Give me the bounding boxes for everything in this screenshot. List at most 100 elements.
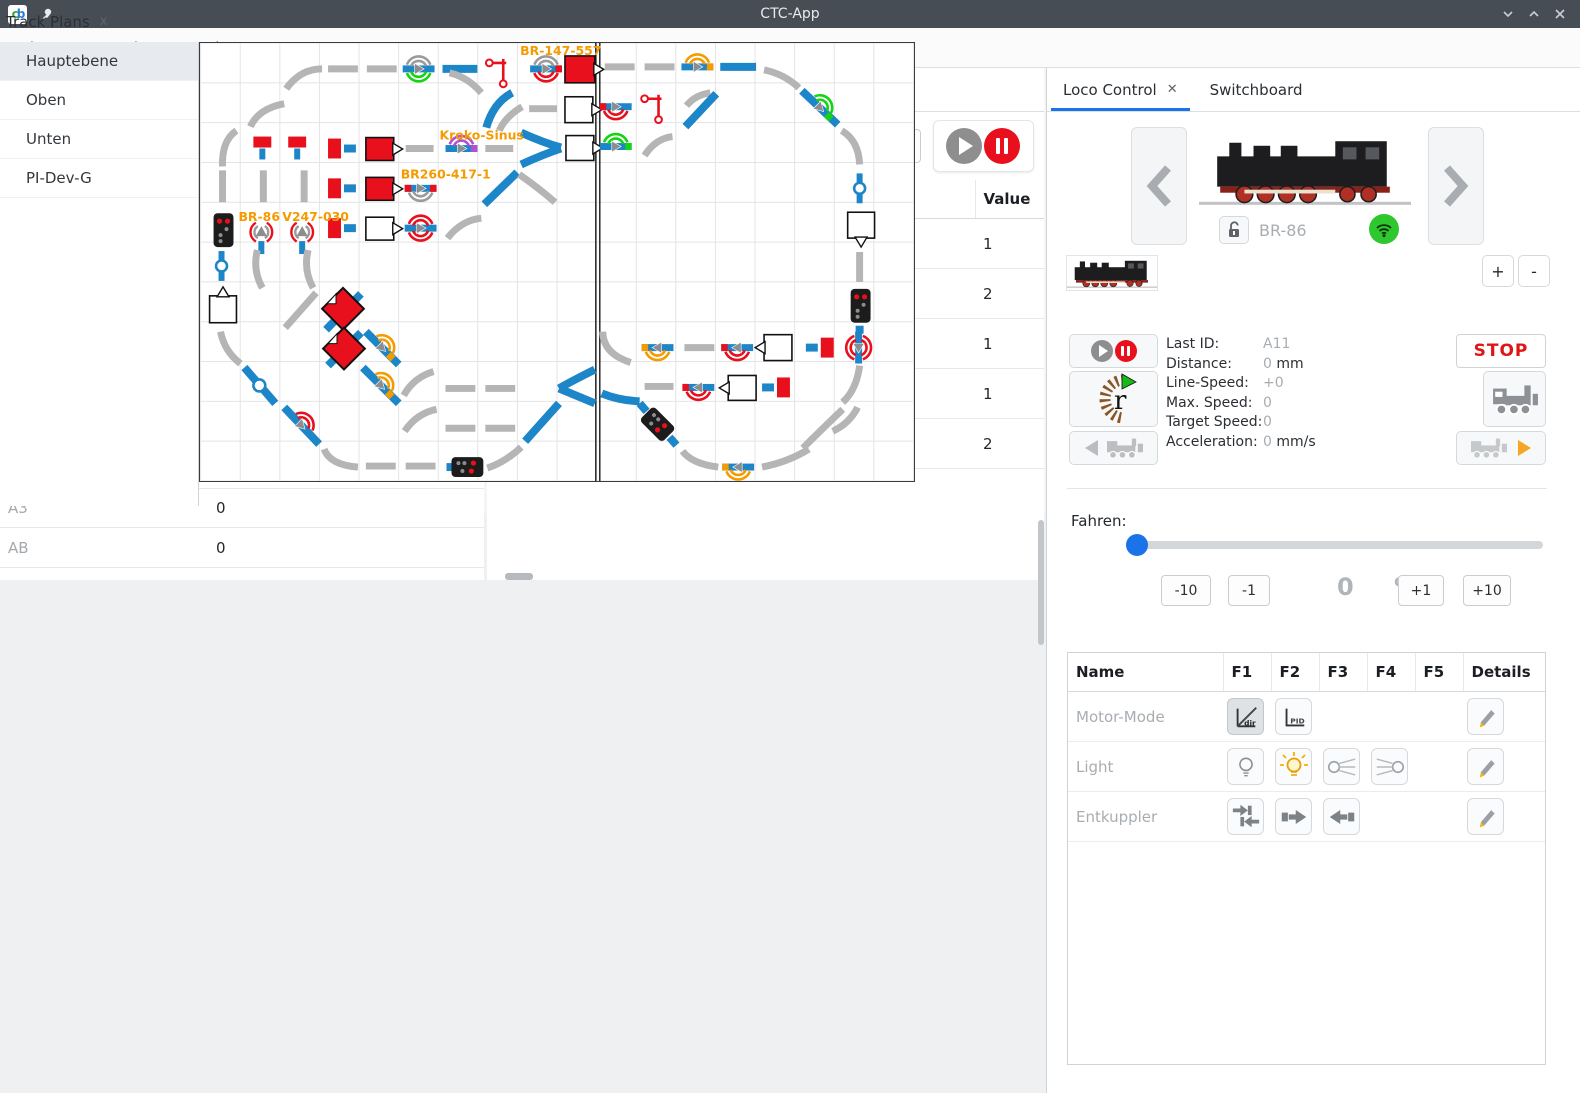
headlight-rear-button[interactable] bbox=[1371, 748, 1408, 785]
function-cell-f4 bbox=[1367, 691, 1415, 742]
headlight-front-button[interactable] bbox=[1323, 748, 1360, 785]
timetable-run-controls bbox=[932, 120, 1034, 172]
edit-pencil-button[interactable] bbox=[1467, 798, 1504, 835]
track-plan-list: Hauptebene Oben Unten PI-Dev-G bbox=[0, 42, 199, 506]
function-cell-f2 bbox=[1271, 741, 1319, 792]
tab-loco-control[interactable]: Loco Control ✕ bbox=[1047, 68, 1194, 111]
horizontal-splitter-handle[interactable] bbox=[505, 573, 533, 580]
speed-slider[interactable] bbox=[1126, 534, 1543, 556]
zoom-in-button[interactable]: + bbox=[1482, 255, 1514, 287]
center-scrollbar[interactable] bbox=[1038, 520, 1044, 645]
plan-item-unten[interactable]: Unten bbox=[0, 120, 198, 159]
function-row-light: Light bbox=[1068, 741, 1545, 792]
run-pause-button[interactable] bbox=[1069, 334, 1158, 368]
section-row-AB[interactable]: AB 0 bbox=[0, 527, 484, 568]
function-cell-f5 bbox=[1415, 691, 1463, 742]
pause-icon bbox=[1114, 340, 1137, 362]
steam-black-loco-image bbox=[1067, 260, 1157, 288]
stop-button[interactable]: STOP bbox=[1456, 334, 1546, 368]
zoom-out-button[interactable]: - bbox=[1518, 255, 1550, 287]
tab-track-plans[interactable]: Track Plans x bbox=[0, 13, 123, 31]
function-cell-f3 bbox=[1319, 741, 1367, 792]
plan-item-hauptebene[interactable]: Hauptebene bbox=[0, 42, 198, 81]
function-cell-f3 bbox=[1319, 691, 1367, 742]
tab-switchboard[interactable]: Switchboard bbox=[1194, 68, 1319, 111]
motor-pid-button[interactable]: PID bbox=[1275, 698, 1312, 735]
tab-track-plans-close-icon[interactable]: x bbox=[99, 14, 108, 29]
plan-item-oben[interactable]: Oben bbox=[0, 81, 198, 120]
function-row-entkuppler: Entkuppler bbox=[1068, 791, 1545, 842]
loco-icon bbox=[1471, 438, 1507, 459]
speed-step-button-minus1[interactable]: -1 bbox=[1228, 575, 1270, 606]
drive-backward-button[interactable] bbox=[1069, 431, 1158, 465]
slider-thumb[interactable] bbox=[1126, 534, 1148, 556]
status-label: Target Speed: bbox=[1166, 414, 1263, 431]
column-header-value[interactable]: Value bbox=[975, 180, 1044, 219]
loco-icon bbox=[1106, 438, 1143, 459]
uncouple-front-button[interactable] bbox=[1275, 798, 1312, 835]
function-table-header: Name F1 F2 F3 F4 F5 Details bbox=[1068, 653, 1545, 692]
status-label: Acceleration: bbox=[1166, 434, 1258, 450]
loco-thumbnail[interactable] bbox=[1066, 255, 1158, 291]
edit-pencil-button[interactable] bbox=[1467, 748, 1504, 785]
timetable-value: 1 bbox=[975, 368, 1044, 419]
minimize-icon[interactable] bbox=[1500, 6, 1516, 22]
function-row-motor-mode: Motor-Mode dir PID bbox=[1068, 691, 1545, 742]
function-name: Motor-Mode bbox=[1068, 691, 1223, 742]
loco-photo bbox=[1199, 128, 1411, 212]
lock-button[interactable] bbox=[1219, 216, 1249, 244]
section-image-cell bbox=[290, 488, 484, 528]
section-waggons: 0 bbox=[208, 527, 290, 568]
next-loco-button[interactable] bbox=[1428, 127, 1484, 245]
slider-track[interactable] bbox=[1126, 541, 1543, 549]
section-waggons: 0 bbox=[208, 567, 290, 580]
loco-settings-button[interactable] bbox=[1483, 371, 1546, 427]
section-waggons: 0 bbox=[208, 488, 290, 528]
speed-step-button-plus1[interactable]: +1 bbox=[1398, 575, 1444, 606]
function-cell-f4 bbox=[1367, 791, 1415, 842]
timetable-value: 1 bbox=[975, 318, 1044, 369]
function-table-container: Name F1 F2 F3 F4 F5 Details Motor-Mode dir PID Li… bbox=[1067, 652, 1546, 1065]
drive-mode-button[interactable]: r bbox=[1069, 371, 1158, 427]
uncouple-both-button[interactable] bbox=[1227, 797, 1264, 835]
maximize-icon[interactable] bbox=[1526, 6, 1542, 22]
plan-item-pi-dev-g[interactable]: PI-Dev-G bbox=[0, 159, 198, 198]
arrow-right-icon bbox=[1518, 440, 1531, 456]
light-on-button[interactable] bbox=[1275, 747, 1312, 785]
speed-step-button-minus10[interactable]: -10 bbox=[1161, 575, 1211, 606]
drive-forward-button[interactable] bbox=[1456, 431, 1546, 465]
speed-step-button-plus10[interactable]: +10 bbox=[1463, 575, 1511, 606]
function-column-details: Details bbox=[1463, 653, 1545, 692]
status-value: 0 bbox=[1263, 414, 1272, 431]
light-off-button[interactable] bbox=[1227, 748, 1264, 785]
function-cell-f1 bbox=[1223, 791, 1271, 842]
steam-black-loco-image bbox=[1199, 141, 1411, 205]
track-label: Kroko-Sinus bbox=[440, 128, 524, 143]
previous-loco-button[interactable] bbox=[1131, 127, 1187, 245]
svg-text:r: r bbox=[1114, 386, 1127, 416]
divider bbox=[1067, 488, 1547, 489]
tab-track-plans-label: Track Plans bbox=[6, 12, 90, 31]
uncouple-rear-button[interactable] bbox=[1323, 798, 1360, 835]
motor-dir-button[interactable]: dir bbox=[1227, 698, 1264, 735]
edit-pencil-button[interactable] bbox=[1467, 698, 1504, 735]
close-icon[interactable] bbox=[1552, 6, 1568, 22]
timetable-value: 1 bbox=[975, 218, 1044, 269]
chevron-right-icon bbox=[1444, 165, 1469, 207]
wifi-status-icon bbox=[1369, 214, 1399, 244]
loco-control-panel: Loco Control ✕ Switchboard BR-86 + - r bbox=[1046, 68, 1580, 1093]
timetable-play-button[interactable] bbox=[946, 128, 983, 164]
function-name: Entkuppler bbox=[1068, 791, 1223, 842]
tab-label: Switchboard bbox=[1209, 80, 1303, 99]
status-label: Distance: bbox=[1166, 355, 1232, 372]
curved-track-icon: r bbox=[1099, 373, 1137, 424]
status-label: Last ID: bbox=[1166, 336, 1220, 352]
track-plan-canvas[interactable]: BR-147-557 Kroko-Sinus BR260-417-1 BR-86 V24… bbox=[199, 42, 915, 482]
tab-close-icon[interactable]: ✕ bbox=[1166, 82, 1178, 97]
section-row-B3[interactable]: B3 0 bbox=[0, 567, 484, 580]
timetable-pause-button[interactable] bbox=[984, 128, 1021, 164]
pin-icon[interactable] bbox=[39, 7, 53, 21]
section-name: B3 bbox=[0, 567, 72, 580]
